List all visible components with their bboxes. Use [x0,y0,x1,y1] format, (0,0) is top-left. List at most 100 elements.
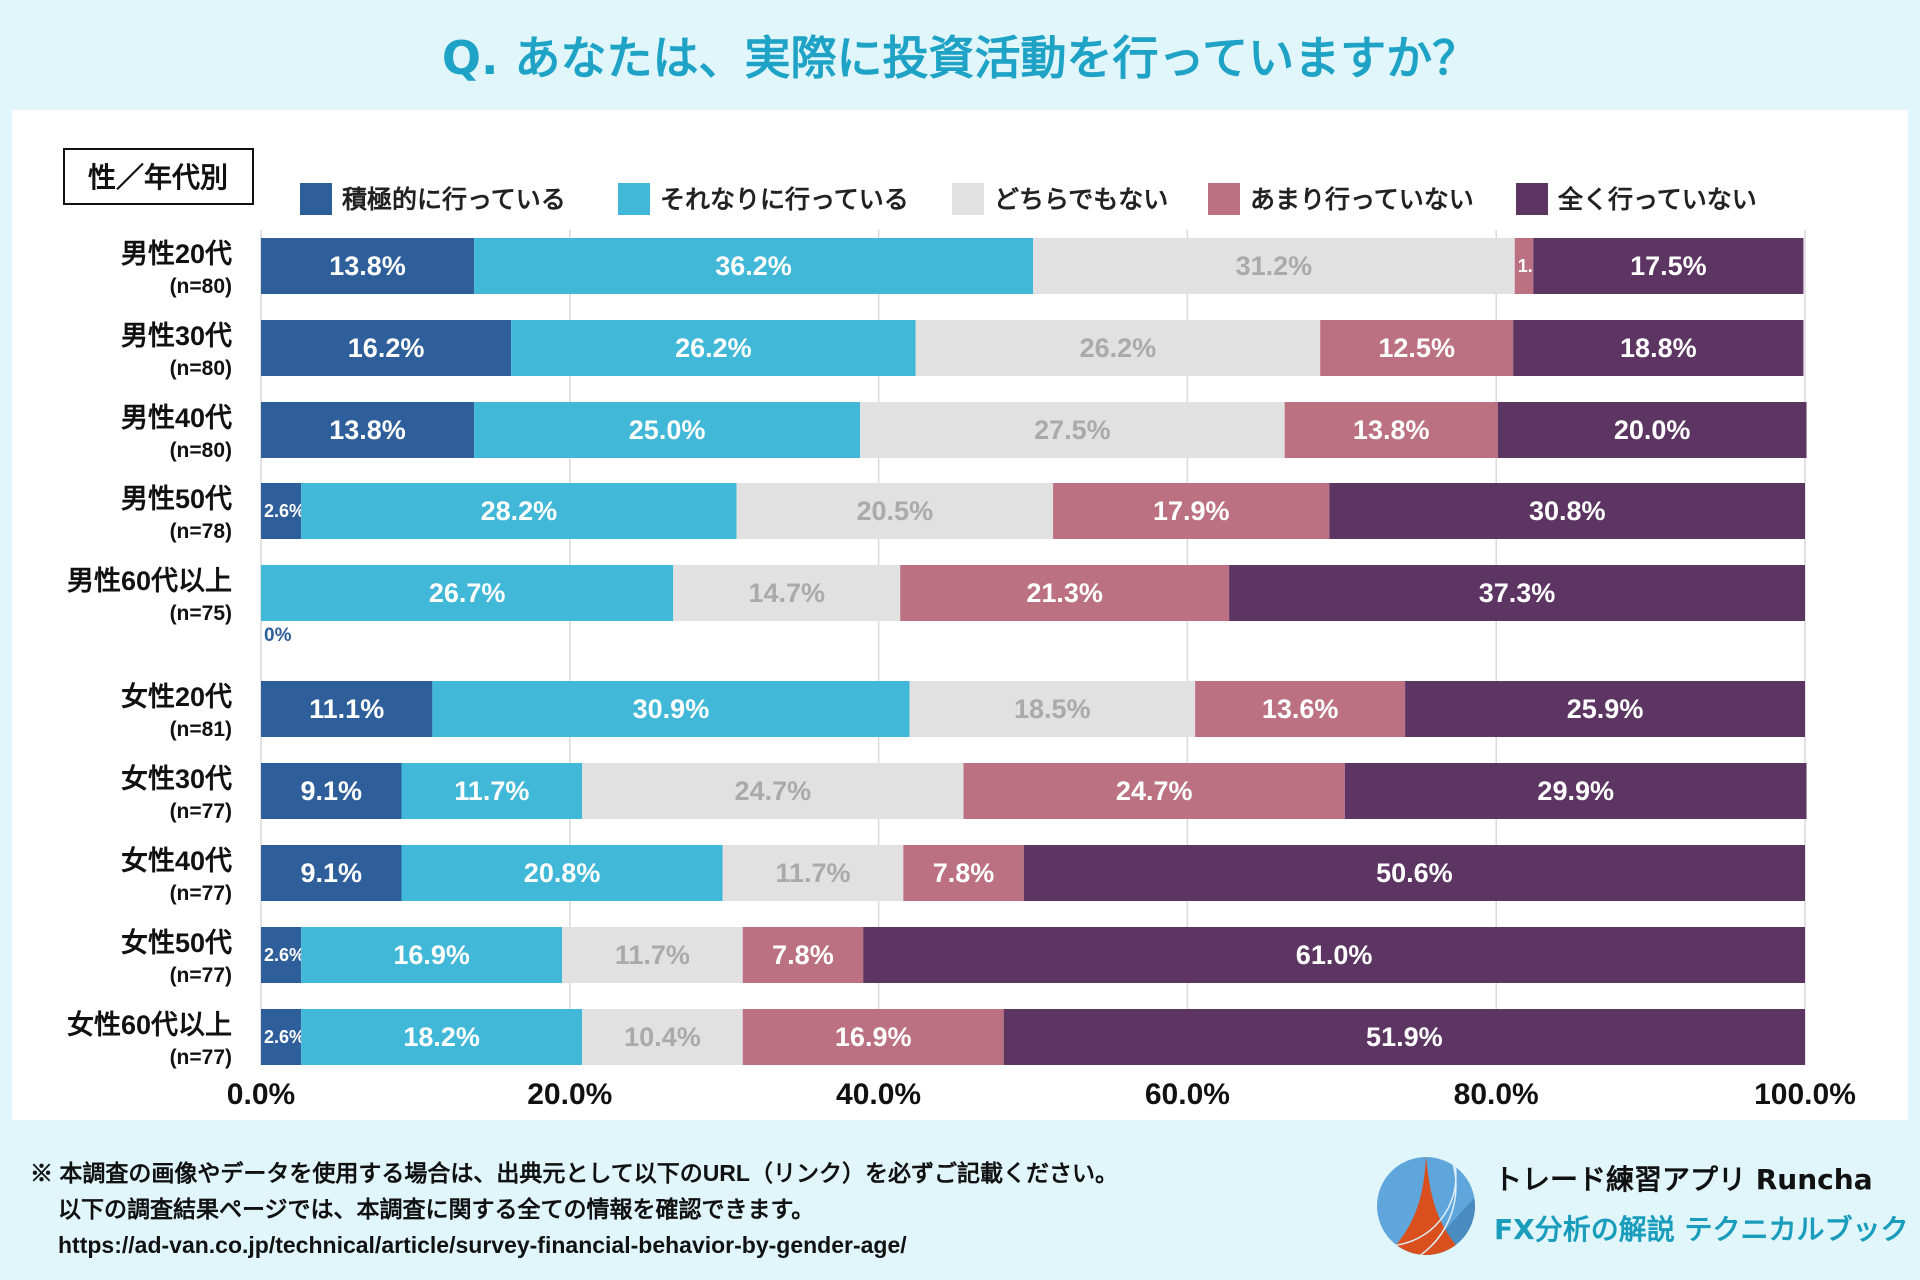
bar-segment [1229,565,1805,621]
bar-segment [1053,483,1330,539]
x-tick-label: 80.0% [1454,1078,1539,1111]
data-label: 13.8% [329,415,406,445]
data-label: 16.9% [393,940,470,970]
bar-segment [900,565,1230,621]
data-label: 18.2% [403,1022,480,1052]
bar-segment [301,927,563,983]
row-n-label: (n=81) [170,718,232,741]
data-label: 12.5% [1378,333,1455,363]
bar-segment [261,927,302,983]
data-label: 9.1% [300,858,362,888]
chart-panel: 0.0% 20.0% 40.0% 60.0% 80.0% 100.0% 性／年代別 積極的に行… [12,110,1908,1120]
data-label: 16.2% [348,333,425,363]
data-label: 28.2% [481,496,558,526]
x-tick-label: 0.0% [227,1078,295,1111]
row-label: 女性50代 [121,927,232,958]
row-label: 女性40代 [121,845,232,876]
data-label: 20.0% [1614,415,1691,445]
runcha-logo-icon [1377,1157,1475,1255]
data-label: 24.7% [1116,776,1193,806]
legend-swatch [300,183,332,215]
data-label: 2.6% [264,1027,305,1047]
bar-segment [261,1009,302,1065]
data-label: 30.8% [1529,496,1606,526]
bar-segment [742,927,864,983]
data-label: 11.7% [454,776,529,806]
bar-segment [1033,238,1515,294]
bar-segment [1023,845,1805,901]
data-label: 51.9% [1366,1022,1443,1052]
legend-label: それなりに行っている [660,186,909,214]
data-label: 11.7% [775,858,850,888]
data-label: 11.7% [615,940,690,970]
bar-segment [860,402,1285,458]
bar-segment [401,763,583,819]
bar-segment [1497,402,1807,458]
bar-segment [722,845,904,901]
footer-note-2: 以下の調査結果ページでは、本調査に関する全ての情報を確認できます。 [58,1196,815,1222]
data-label: 20.8% [524,858,601,888]
row-label: 女性30代 [121,763,232,794]
bar-segment [1405,681,1805,737]
stacked-bar-chart: 0.0% 20.0% 40.0% 60.0% 80.0% 100.0% 性／年代別積極的に行… [63,148,1856,1111]
bar-segment [401,845,723,901]
bar-segment [261,320,512,376]
legend-label: 全く行っていない [1557,185,1757,214]
x-tick-label: 20.0% [527,1078,612,1111]
data-label: 18.8% [1620,333,1697,363]
bar-segment [474,238,1033,294]
row-n-label: (n=77) [170,800,232,823]
data-label: 61.0% [1296,940,1373,970]
data-label: 18.5% [1014,694,1091,724]
footer-note-1: ※ 本調査の画像やデータを使用する場合は、出典元として以下のURL（リンク）を必… [30,1160,1118,1186]
legend-label: どちらでもない [994,186,1168,214]
footer: ※ 本調査の画像やデータを使用する場合は、出典元として以下のURL（リンク）を必… [30,1155,1118,1263]
bar-segment [261,565,674,621]
data-label: 30.9% [633,694,710,724]
data-label: 17.9% [1153,496,1230,526]
data-label: 36.2% [715,251,792,281]
bar-segment [301,483,737,539]
data-label: 7.8% [772,940,834,970]
data-label: 31.2% [1236,251,1313,281]
bar-segment [1003,1009,1805,1065]
footer-url[interactable]: https://ad-van.co.jp/technical/article/s… [58,1232,907,1258]
row-label: 男性60代以上 [67,566,232,596]
data-label: 21.3% [1026,578,1103,608]
legend-swatch [618,183,650,215]
bar-segment [261,681,433,737]
data-label: 29.9% [1537,776,1614,806]
bar-segment [301,1009,583,1065]
bar-segment [963,763,1345,819]
bar-segment [562,927,743,983]
bar-segment [261,845,402,901]
data-label: 10.4% [624,1022,701,1052]
row-label: 女性60代以上 [67,1009,232,1040]
legend-swatch [952,183,984,215]
row-label: 男性20代 [121,239,232,269]
data-label: 9.1% [300,776,362,806]
legend-label: 積極的に行っている [342,185,566,214]
bar-segment [915,320,1321,376]
data-label: 16.9% [835,1022,912,1052]
data-label: 25.0% [629,415,706,445]
category-box-label: 性／年代別 [88,161,228,193]
row-n-label: (n=80) [170,357,232,380]
bar-segment [582,1009,743,1065]
row-n-label: (n=80) [170,439,232,462]
data-label: 13.6% [1262,694,1339,724]
bar-segment [261,238,475,294]
brand-app-name: トレード練習アプリ Runcha [1494,1163,1873,1196]
bar-segment [1514,238,1534,294]
data-label: 2.6% [264,945,305,965]
data-label: 37.3% [1479,578,1556,608]
bar-segment [863,927,1805,983]
bar-segment [261,402,475,458]
bar-segment [1513,320,1804,376]
data-label: 25.9% [1567,694,1644,724]
data-label: 7.8% [933,858,995,888]
row-label: 男性50代 [121,484,232,514]
bar-segment [1344,763,1807,819]
bar-segment [582,763,964,819]
row-n-label: (n=80) [170,275,232,298]
